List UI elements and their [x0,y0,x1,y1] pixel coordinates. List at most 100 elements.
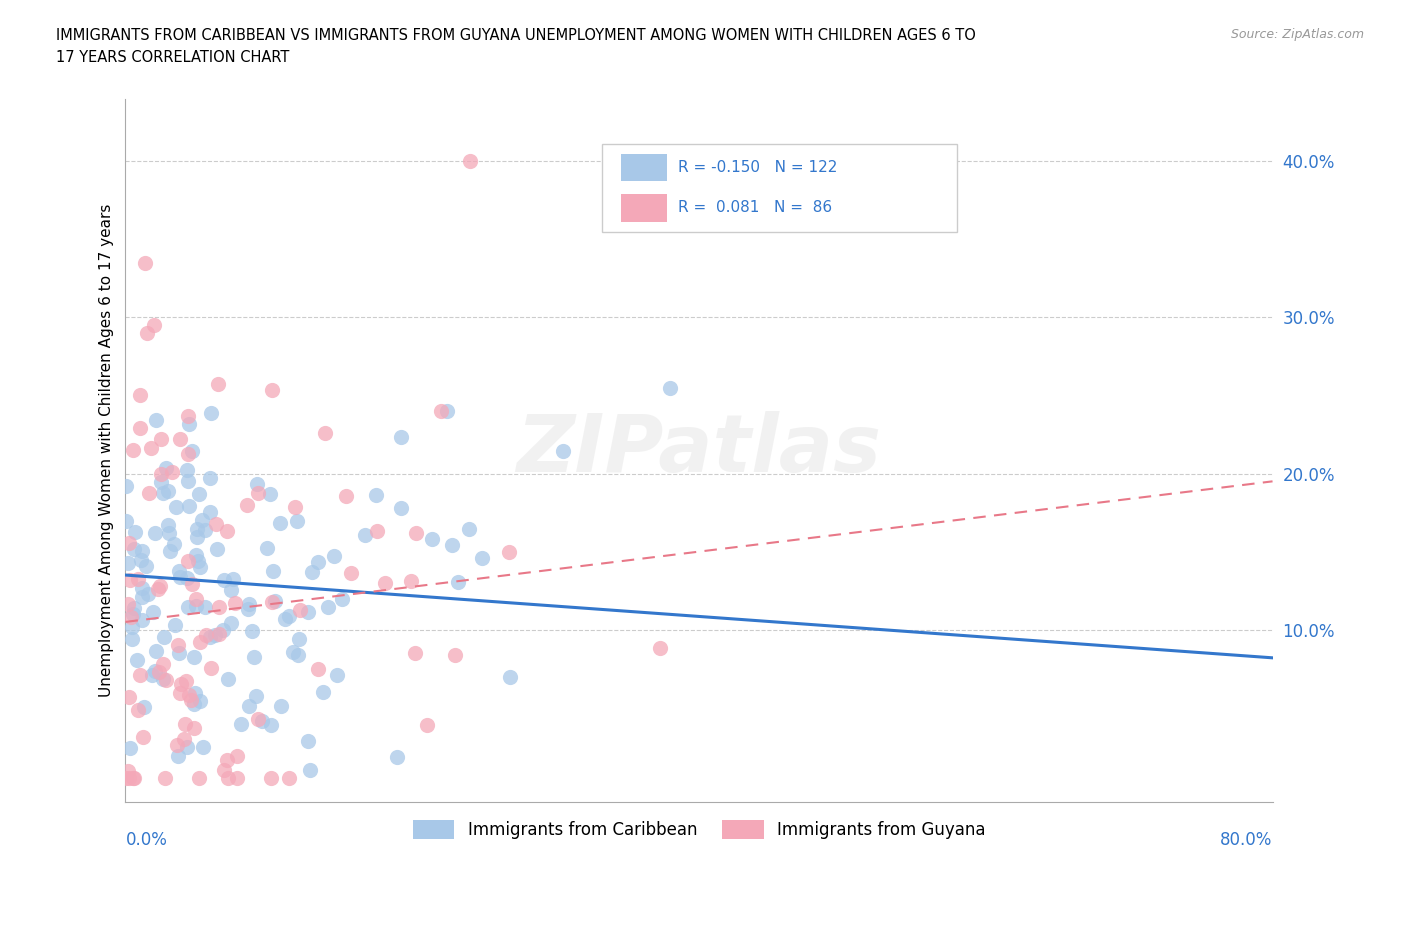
Point [173,732,195,747]
Point [150,432,173,446]
Point [404,646,426,661]
Point [174,673,197,688]
Point [498,544,520,559]
Point [330,591,353,606]
Point [169,685,191,700]
Point [219,616,242,631]
Point [307,554,329,569]
Point [262,564,284,578]
Point [194,522,217,537]
Text: IMMIGRANTS FROM CARIBBEAN VS IMMIGRANTS FROM GUYANA UNEMPLOYMENT AMONG WOMEN WIT: IMMIGRANTS FROM CARIBBEAN VS IMMIGRANTS … [56,28,976,65]
Point [374,576,396,591]
Point [176,571,198,586]
Point [179,687,201,702]
Point [212,623,235,638]
Point [177,599,200,614]
Point [207,377,229,392]
Point [117,556,139,571]
Point [553,444,575,458]
Point [132,729,155,744]
Point [264,594,287,609]
Point [162,464,184,479]
Point [117,536,139,551]
Point [180,692,202,707]
Point [262,382,284,397]
Point [135,559,157,574]
FancyBboxPatch shape [621,194,666,221]
Point [165,499,187,514]
Point [186,530,208,545]
Point [186,591,208,606]
Point [157,525,180,540]
Point [176,463,198,478]
Point [215,752,238,767]
Point [399,574,422,589]
Point [200,405,222,420]
Point [269,515,291,530]
Point [118,771,141,786]
FancyBboxPatch shape [602,144,957,232]
Point [124,771,146,786]
Point [290,603,312,618]
Point [176,740,198,755]
Point [131,580,153,595]
Text: R =  0.081   N =  86: R = 0.081 N = 86 [678,200,832,216]
Point [188,560,211,575]
Point [180,444,202,458]
Point [246,485,269,500]
Point [229,717,252,732]
Point [117,764,139,778]
Point [259,771,281,786]
Point [186,522,208,537]
Point [389,500,412,515]
Point [181,576,204,591]
Point [224,595,246,610]
Point [430,404,453,418]
Point [122,771,145,786]
Point [120,609,142,624]
Point [122,607,145,622]
Point [169,432,191,446]
Point [245,689,267,704]
Point [141,667,163,682]
Point [440,538,463,552]
Point [124,525,146,539]
Point [131,590,153,604]
Point [194,600,217,615]
Point [127,571,149,586]
Point [149,578,172,593]
Point [121,443,143,458]
Point [335,489,357,504]
Point [226,749,249,764]
Point [387,750,409,764]
Point [416,717,439,732]
Point [366,524,388,538]
Point [114,479,136,494]
Point [179,417,201,432]
Point [138,485,160,500]
Point [155,460,177,475]
Point [364,487,387,502]
Point [170,676,193,691]
Point [389,430,412,445]
Point [323,549,346,564]
Text: 80.0%: 80.0% [1220,831,1272,849]
Point [187,554,209,569]
Point [125,653,148,668]
Point [212,573,235,588]
Point [200,630,222,644]
Point [222,572,245,587]
Point [129,552,152,567]
Point [188,771,211,786]
Point [217,524,239,538]
Point [648,641,671,656]
Point [285,513,308,528]
Point [187,486,209,501]
Point [240,624,263,639]
Point [353,527,375,542]
Point [499,670,522,684]
Point [183,685,205,700]
Point [422,532,444,547]
Point [287,648,309,663]
Point [179,498,201,513]
